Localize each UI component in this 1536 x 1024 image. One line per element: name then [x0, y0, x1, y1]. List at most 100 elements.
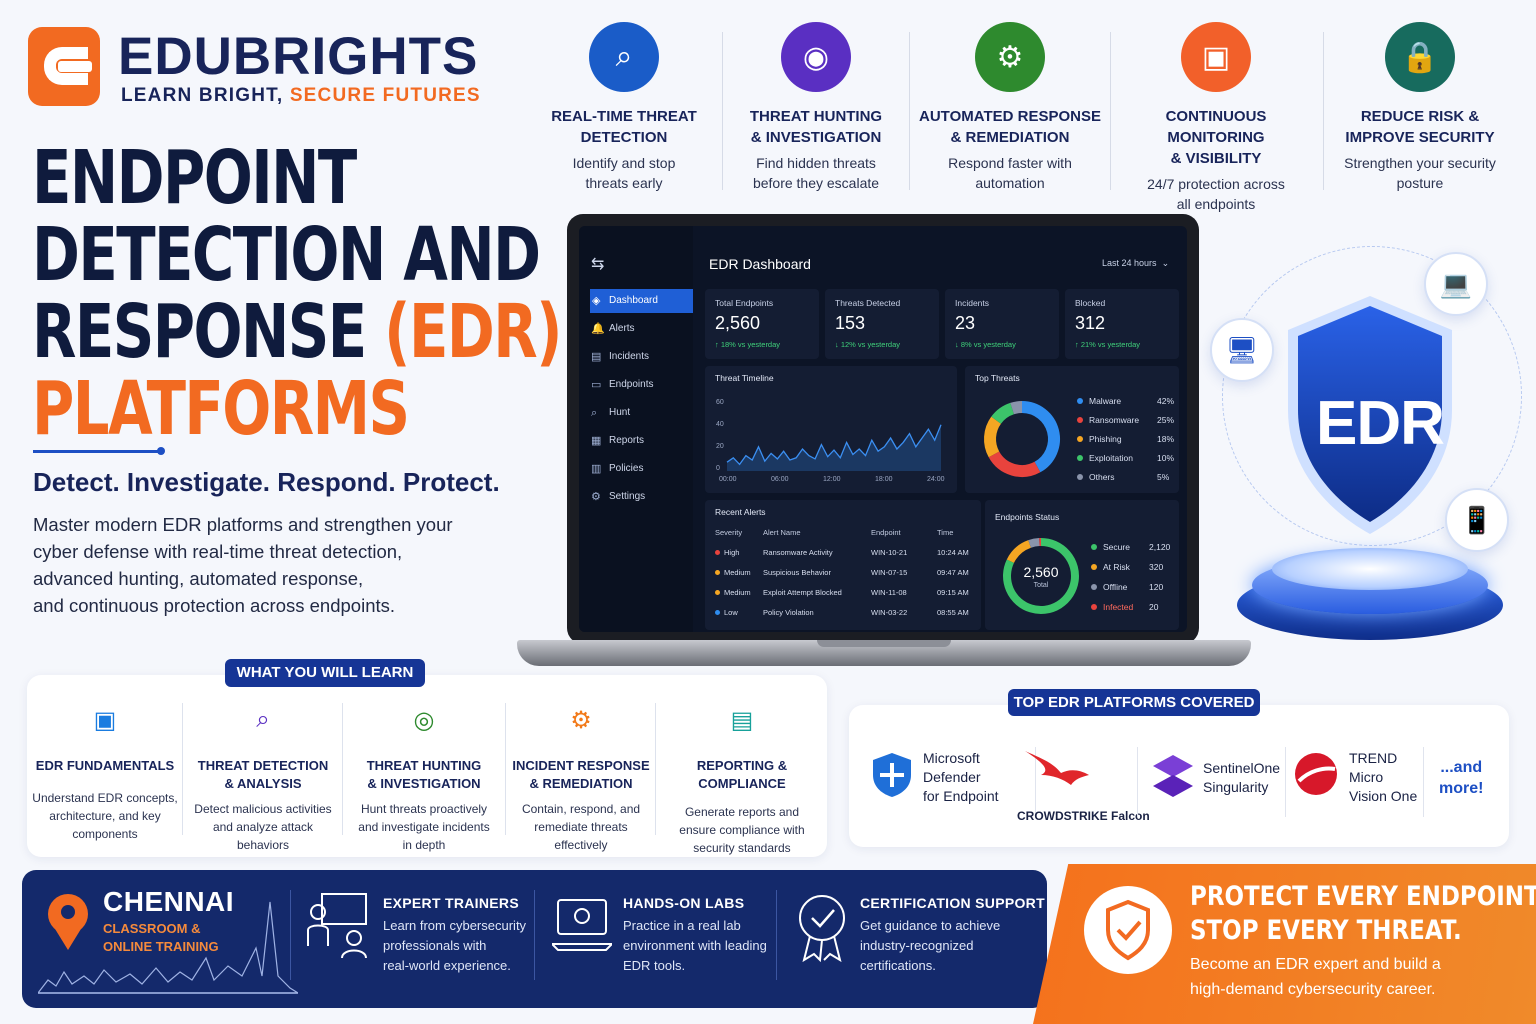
- feature-title: AUTOMATED RESPONSE & REMEDIATION: [919, 108, 1101, 146]
- feature-desc: Identify and stop threats early: [572, 155, 676, 191]
- feature-title: REDUCE RISK & IMPROVE SECURITY: [1345, 108, 1495, 146]
- endpoint-legend-item: Offline: [1091, 582, 1127, 592]
- benefit-text: Learn from cybersecurity professionals wi…: [383, 918, 527, 973]
- nav-icon: ⚙: [591, 491, 601, 503]
- cta-headline: PROTECT EVERY ENDPOINT. STOP EVERY THREAT…: [1190, 881, 1536, 946]
- table-header: Time: [937, 528, 954, 537]
- endpoint-count: 2,120: [1149, 542, 1171, 552]
- table-header: Endpoint: [871, 528, 901, 537]
- donut-slice: [1028, 538, 1040, 548]
- threat-timeline-chart: [726, 424, 942, 471]
- threat-percent: 42%: [1157, 396, 1175, 406]
- feature-item: 🔒 REDUCE RISK & IMPROVE SECURITY Strength…: [1320, 22, 1520, 193]
- orbit-ring: [1222, 246, 1522, 546]
- learn-item: ▣ EDR FUNDAMENTALS Understand EDR concep…: [30, 697, 180, 843]
- divider: [909, 32, 910, 190]
- benefit-text: Practice in a real lab environment with l…: [623, 918, 767, 973]
- platform-trend-micro: TREND Micro Vision One: [1349, 750, 1418, 804]
- cta-subtext: Become an EDR expert and build a high-dem…: [1190, 956, 1441, 998]
- cta-shield-icon: [1084, 886, 1172, 974]
- nav-alerts[interactable]: 🔔 Alerts: [579, 317, 693, 341]
- time-range-select[interactable]: Last 24 hours ⌄: [1102, 258, 1170, 268]
- nav-icon: ▦: [591, 435, 602, 447]
- platform-microsoft: Microsoft Defender for Endpoint: [923, 750, 999, 804]
- endpoint-count: 120: [1149, 582, 1164, 592]
- endpoint-legend-item: Infected: [1091, 602, 1133, 612]
- training-mode: CLASSROOM & ONLINE TRAINING: [103, 921, 219, 954]
- table-cell: WIN-03-22: [871, 608, 908, 617]
- severity-cell: High: [715, 548, 739, 557]
- nav-icon: ◈: [592, 295, 601, 307]
- top-threats-donut: [984, 401, 1060, 477]
- nav-icon: ▤: [591, 351, 602, 363]
- nav-icon: ▥: [591, 463, 602, 475]
- feature-item: ⌕ REAL-TIME THREAT DETECTION Identify and…: [524, 22, 724, 193]
- shield-label: EDR: [1316, 389, 1445, 458]
- laptop: ⇆ ◈ Dashboard 🔔 Alerts ▤ Incidents ▭ Endpoints ⌕…: [567, 214, 1199, 644]
- divider: [722, 32, 723, 190]
- endpoint-legend-item: At Risk: [1091, 562, 1130, 572]
- x-tick: 12:00: [823, 476, 841, 483]
- gear-icon: ⚙: [975, 22, 1045, 92]
- crowdstrike-falcon-icon: [1025, 751, 1089, 785]
- table-cell: WIN-10-21: [871, 548, 908, 557]
- table-cell: WIN-11-08: [871, 588, 907, 597]
- x-tick: 00:00: [719, 476, 737, 483]
- nav-dashboard[interactable]: ◈ Dashboard: [590, 289, 693, 313]
- divider: [1110, 32, 1111, 190]
- monitor-icon: ▣: [1181, 22, 1251, 92]
- top-threats-card: Top Threats Malware 42% Ransomware 25% Phish…: [965, 366, 1179, 493]
- benefit-title: EXPERT TRAINERS: [383, 895, 519, 911]
- nav-reports[interactable]: ▦ Reports: [579, 429, 693, 453]
- donut-slice: [1010, 401, 1023, 415]
- severity-cell: Medium: [715, 588, 751, 597]
- y-tick: 60: [716, 399, 724, 406]
- page-title: ENDPOINT DETECTION AND RESPONSE (EDR) PL…: [32, 135, 562, 452]
- donut-slice: [1003, 538, 1079, 614]
- threat-percent: 10%: [1157, 453, 1175, 463]
- platform-sentinelone: SentinelOne Singularity: [1203, 760, 1281, 795]
- threat-legend-item: Others: [1077, 472, 1115, 482]
- phone-icon: 📱: [1445, 488, 1509, 552]
- nav-hunt[interactable]: ⌕ Hunt: [579, 401, 693, 425]
- chevron-down-icon: ⌄: [1159, 258, 1170, 268]
- x-tick: 24:00: [927, 476, 945, 483]
- y-tick: 20: [716, 443, 724, 450]
- donut-slice: [988, 451, 1041, 477]
- platforms-heading: TOP EDR PLATFORMS COVERED: [1008, 689, 1260, 716]
- nav-settings[interactable]: ⚙ Settings: [579, 485, 693, 509]
- threat-timeline-card: Threat Timeline 60 40 20 0 00:00 06:00 12:00 18…: [705, 366, 957, 493]
- nav-endpoints[interactable]: ▭ Endpoints: [579, 373, 693, 397]
- gear-icon: ⚙: [570, 706, 592, 734]
- x-tick: 06:00: [771, 476, 789, 483]
- endpoints-status-donut: [1003, 538, 1079, 614]
- table-cell: 10:24 AM: [937, 548, 969, 557]
- table-cell: WIN-07-15: [871, 568, 908, 577]
- kpi-card: Threats Detected 153 ↓ 12% vs yesterday: [825, 289, 939, 359]
- table-cell: 08:55 AM: [937, 608, 969, 617]
- threat-legend-item: Phishing: [1077, 434, 1122, 444]
- nav-incidents[interactable]: ▤ Incidents: [579, 345, 693, 369]
- feature-desc: Respond faster with automation: [948, 155, 1072, 191]
- feature-title: CONTINUOUS MONITORING & VISIBILITY: [1165, 108, 1267, 167]
- table-header: Alert Name: [763, 528, 801, 537]
- edr-shield-icon: [1288, 296, 1452, 534]
- menu-icon[interactable]: ⇆: [591, 256, 605, 273]
- endpoint-count: 20: [1149, 602, 1159, 612]
- brand-name: EDUBRIGHTS: [118, 27, 479, 86]
- eye-icon: ◉: [781, 22, 851, 92]
- nav-policies[interactable]: ▥ Policies: [579, 457, 693, 481]
- benefit-text: Get guidance to achieve industry-recogniz…: [860, 918, 1001, 973]
- trainer-icon: [307, 893, 367, 959]
- kpi-card: Blocked 312 ↑ 21% vs yesterday: [1065, 289, 1179, 359]
- trend-micro-icon: [1295, 753, 1337, 795]
- certificate-icon: [799, 895, 845, 962]
- learn-heading: WHAT YOU WILL LEARN: [225, 659, 425, 687]
- tagline: Detect. Investigate. Respond. Protect.: [33, 467, 500, 497]
- timeline-area: [727, 424, 941, 471]
- table-cell: Ransomware Activity: [763, 548, 833, 557]
- threat-percent: 5%: [1157, 472, 1170, 482]
- divider: [1323, 32, 1324, 190]
- x-tick: 18:00: [875, 476, 893, 483]
- nav-icon: ▭: [591, 379, 602, 391]
